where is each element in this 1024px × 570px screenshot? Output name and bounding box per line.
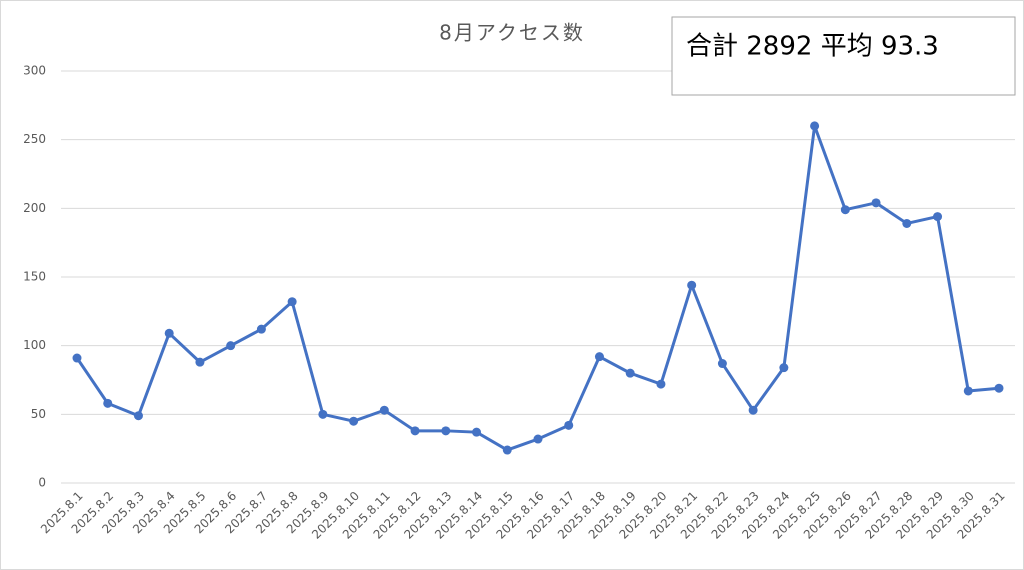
marker — [441, 426, 451, 436]
y-tick-label: 0 — [38, 476, 46, 490]
marker — [933, 212, 943, 222]
marker — [72, 353, 82, 363]
y-tick-label: 150 — [23, 270, 46, 284]
y-tick-label: 300 — [23, 64, 46, 78]
marker — [410, 426, 420, 436]
marker — [963, 386, 973, 396]
marker — [994, 383, 1004, 393]
marker — [687, 280, 697, 290]
marker — [871, 198, 881, 208]
y-tick-label: 50 — [31, 407, 46, 421]
marker — [287, 297, 297, 307]
marker — [625, 368, 635, 378]
marker — [810, 121, 820, 131]
marker — [779, 363, 789, 373]
y-tick-label: 250 — [23, 132, 46, 146]
marker — [902, 218, 912, 228]
y-tick-label: 100 — [23, 338, 46, 352]
marker — [103, 398, 113, 408]
marker — [133, 411, 143, 421]
marker — [349, 416, 359, 426]
marker — [656, 379, 666, 389]
marker — [164, 328, 174, 338]
y-tick-label: 200 — [23, 201, 46, 215]
marker — [472, 427, 482, 437]
annotation-box — [671, 16, 1016, 96]
marker — [379, 405, 389, 415]
marker — [748, 405, 758, 415]
marker — [195, 357, 205, 367]
marker — [840, 205, 850, 215]
marker — [564, 420, 574, 430]
marker — [256, 324, 266, 334]
marker — [533, 434, 543, 444]
chart-title: 8月アクセス数 — [439, 21, 585, 45]
marker — [594, 352, 604, 362]
annotation: 合計 2892 平均 93.3 — [686, 32, 939, 62]
marker — [318, 409, 328, 419]
marker — [226, 341, 236, 351]
marker — [502, 445, 512, 455]
marker — [717, 359, 727, 369]
